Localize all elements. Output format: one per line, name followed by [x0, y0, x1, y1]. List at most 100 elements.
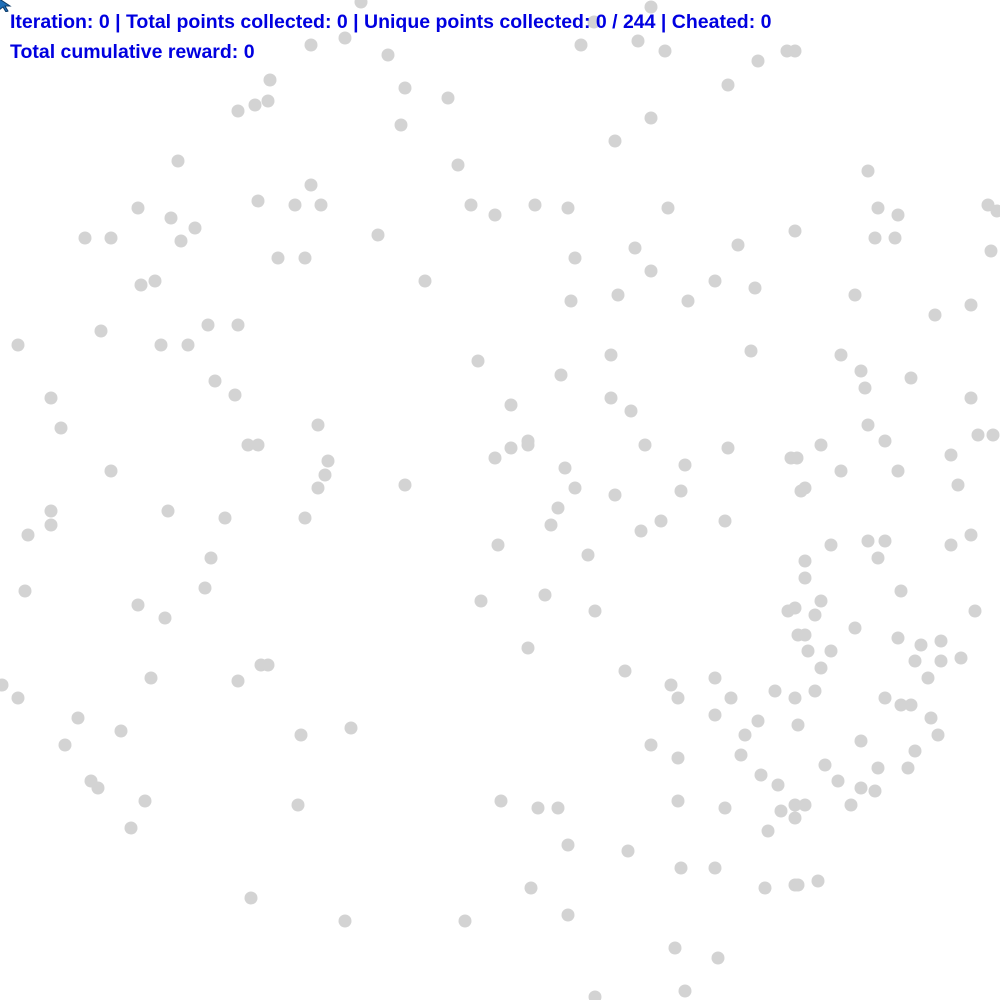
collectible-point — [198, 581, 212, 595]
collectible-point — [968, 604, 982, 618]
collectible-point — [990, 204, 1000, 218]
collectible-point — [398, 478, 412, 492]
collectible-point — [934, 654, 948, 668]
collectible-point — [854, 364, 868, 378]
collectible-point — [528, 198, 542, 212]
collectible-point — [18, 584, 32, 598]
collectible-point — [231, 104, 245, 118]
collectible-point — [848, 621, 862, 635]
collectible-point — [621, 844, 635, 858]
collectible-point — [261, 94, 275, 108]
collectible-point — [71, 711, 85, 725]
collectible-point — [871, 551, 885, 565]
collectible-point — [131, 598, 145, 612]
collectible-point — [951, 478, 965, 492]
collectible-point — [798, 571, 812, 585]
collectible-point — [718, 801, 732, 815]
collectible-point — [788, 798, 802, 812]
collectible-point — [618, 664, 632, 678]
collectible-point — [608, 134, 622, 148]
collectible-point — [721, 441, 735, 455]
collectible-point — [904, 698, 918, 712]
collectible-point — [398, 81, 412, 95]
collectible-point — [251, 194, 265, 208]
collectible-point — [261, 658, 275, 672]
collectible-point — [724, 691, 738, 705]
collectible-point — [21, 528, 35, 542]
collectible-point — [248, 98, 262, 112]
collectible-point — [161, 504, 175, 518]
hud-overlay: Iteration: 0 | Total points collected: 0… — [10, 7, 771, 67]
collectible-point — [891, 631, 905, 645]
collectible-point — [888, 231, 902, 245]
collectible-point — [708, 708, 722, 722]
collectible-point — [0, 678, 9, 692]
collectible-point — [788, 811, 802, 825]
collectible-point — [561, 908, 575, 922]
collectible-point — [908, 654, 922, 668]
collectible-point — [338, 914, 352, 928]
collectible-point — [464, 198, 478, 212]
collectible-point — [668, 941, 682, 955]
collectible-point — [488, 208, 502, 222]
collectible-point — [294, 728, 308, 742]
collectible-point — [921, 671, 935, 685]
collectible-point — [854, 781, 868, 795]
collectible-point — [568, 481, 582, 495]
collectible-point — [208, 374, 222, 388]
collectible-point — [251, 438, 265, 452]
collectible-point — [418, 274, 432, 288]
collectible-point — [644, 111, 658, 125]
collectible-point — [664, 678, 678, 692]
collectible-point — [458, 914, 472, 928]
collectible-point — [491, 538, 505, 552]
collectible-point — [11, 691, 25, 705]
collectible-point — [164, 211, 178, 225]
collectible-point — [298, 251, 312, 265]
collectible-point — [131, 201, 145, 215]
collectible-point — [901, 761, 915, 775]
collectible-point — [311, 418, 325, 432]
collectible-point — [298, 511, 312, 525]
status-line: Iteration: 0 | Total points collected: 0… — [10, 11, 772, 33]
collectible-point — [561, 201, 575, 215]
collectible-point — [304, 178, 318, 192]
collectible-point — [868, 231, 882, 245]
collectible-point — [791, 718, 805, 732]
collectible-point — [158, 611, 172, 625]
collectible-point — [861, 534, 875, 548]
collectible-point — [758, 881, 772, 895]
collectible-point — [858, 381, 872, 395]
collectible-point — [441, 91, 455, 105]
collectible-point — [931, 728, 945, 742]
collectible-point — [891, 464, 905, 478]
collectible-point — [504, 441, 518, 455]
collectible-point — [811, 874, 825, 888]
collectible-point — [871, 761, 885, 775]
collectible-point — [964, 298, 978, 312]
collectible-point — [551, 801, 565, 815]
collectible-point — [678, 984, 692, 998]
collectible-point — [861, 418, 875, 432]
collectible-point — [748, 281, 762, 295]
collectible-point — [558, 461, 572, 475]
collectible-point — [861, 164, 875, 178]
collectible-point — [188, 221, 202, 235]
collectible-point — [318, 468, 332, 482]
collectible-point — [291, 798, 305, 812]
collectible-point — [944, 448, 958, 462]
collectible-point — [148, 274, 162, 288]
collectible-point — [608, 488, 622, 502]
collectible-point — [848, 288, 862, 302]
arrow-cursor-icon — [0, 0, 12, 12]
collectible-point — [814, 594, 828, 608]
collectible-point — [791, 878, 805, 892]
collectible-point — [718, 514, 732, 528]
collectible-point — [924, 711, 938, 725]
collectible-point — [671, 794, 685, 808]
collectible-point — [678, 458, 692, 472]
collectible-point — [798, 554, 812, 568]
collectible-point — [538, 588, 552, 602]
collectible-point — [144, 671, 158, 685]
